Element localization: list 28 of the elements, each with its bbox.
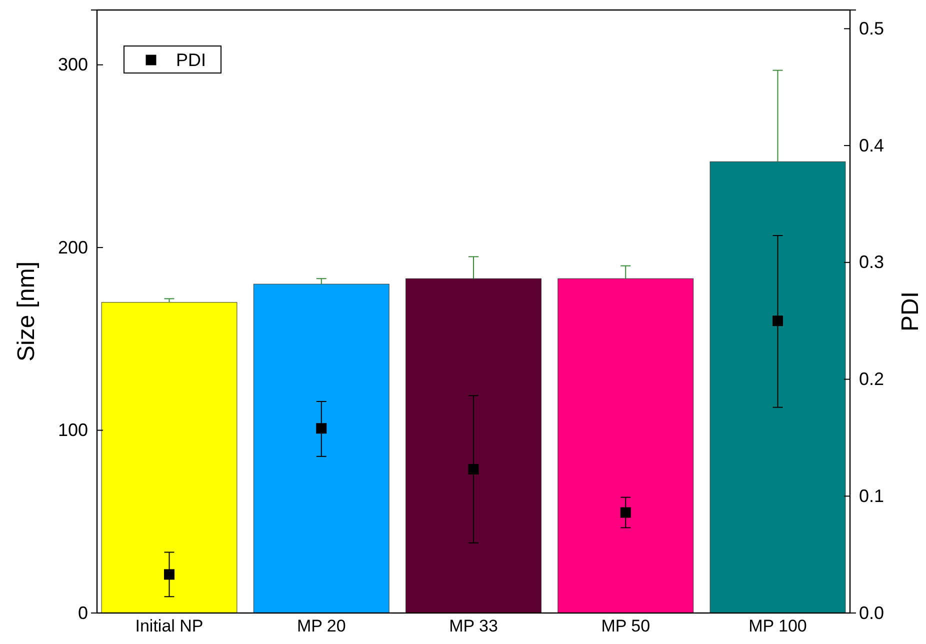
x-tick-label: Initial NP	[135, 616, 204, 636]
point	[772, 316, 783, 326]
x-tick-label: MP 33	[449, 616, 498, 636]
y-tick-label: 0	[78, 602, 88, 623]
y2-tick-label: 0.0	[859, 602, 884, 623]
point	[620, 507, 631, 518]
bar	[710, 161, 846, 614]
y2-tick-label: 0.5	[859, 18, 884, 38]
point	[316, 423, 327, 434]
y2-axis-title: PDI	[897, 291, 924, 332]
legend-label: PDI	[176, 50, 206, 70]
bar	[101, 302, 238, 614]
y2-tick-label: 0.3	[859, 252, 884, 272]
y-axis-title: Size [nm]	[13, 261, 40, 362]
y2-tick-label: 0.4	[859, 135, 884, 156]
y-tick-label: 300	[58, 54, 88, 75]
y-tick-label: 200	[58, 237, 88, 258]
point	[468, 464, 479, 475]
point	[164, 569, 174, 580]
x-tick-label: MP 100	[748, 616, 807, 636]
y2-tick-label: 0.1	[859, 486, 884, 506]
bar	[406, 278, 542, 614]
x-tick-label: MP 20	[296, 616, 346, 636]
x-tick-label: MP 50	[601, 616, 650, 636]
bar	[253, 284, 390, 614]
y-tick-label: 100	[58, 420, 88, 440]
bar	[558, 278, 694, 614]
y2-tick-label: 0.2	[859, 369, 884, 390]
